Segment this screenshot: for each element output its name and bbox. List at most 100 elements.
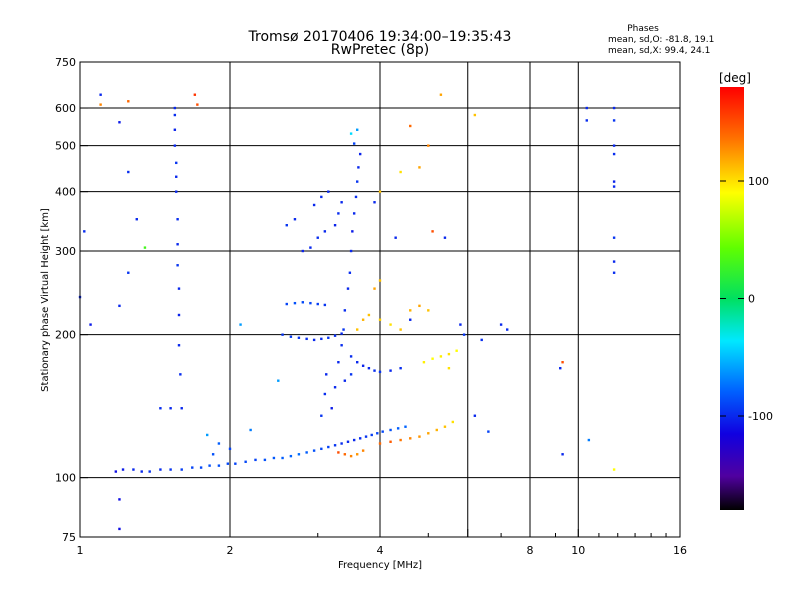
y-tick-label: 600 (55, 102, 76, 115)
data-point (404, 425, 407, 428)
data-point (354, 195, 358, 199)
data-point (361, 449, 365, 452)
data-point (427, 309, 430, 312)
data-point (364, 435, 368, 438)
data-point (349, 249, 353, 253)
y-axis-ticks: 75 100 200 300 400 500 600 750 (55, 56, 88, 544)
data-point (349, 373, 353, 376)
data-point (323, 392, 327, 396)
y-tick-label: 75 (62, 531, 76, 544)
data-point (135, 218, 138, 221)
data-point (612, 144, 616, 147)
y-tick-label: 750 (55, 56, 76, 69)
data-point (373, 369, 376, 372)
data-point (427, 144, 430, 147)
data-point (612, 271, 616, 274)
data-point (378, 318, 382, 321)
data-point (217, 442, 221, 445)
data-point (373, 287, 376, 290)
data-point (394, 236, 397, 239)
chart-title-line-2: RwPretec (8p) (331, 42, 429, 58)
x-tick-label: 8 (527, 544, 534, 557)
data-point (427, 432, 430, 435)
data-point (389, 323, 392, 326)
data-point (612, 119, 616, 122)
data-point (244, 460, 247, 463)
data-point (127, 170, 130, 174)
data-point (228, 447, 232, 451)
data-point (173, 128, 177, 131)
data-point (487, 430, 490, 433)
colorbar-tick-label: 0 (748, 293, 755, 306)
data-point (443, 236, 447, 239)
data-point (148, 470, 151, 473)
data-point (399, 366, 402, 370)
y-tick-label: 500 (55, 140, 76, 153)
data-point (320, 447, 323, 451)
data-point (505, 328, 509, 331)
data-point (480, 338, 483, 342)
data-point (455, 349, 458, 352)
data-point (422, 361, 426, 364)
data-point (193, 93, 197, 96)
data-point (179, 373, 182, 376)
data-point (191, 466, 194, 469)
data-point (169, 468, 172, 471)
data-point (293, 301, 297, 305)
data-point (277, 379, 280, 382)
data-point (323, 230, 327, 233)
data-point (263, 458, 267, 462)
x-tick-label: 10 (571, 544, 585, 557)
data-point (173, 113, 177, 117)
data-point (337, 361, 340, 364)
data-point (587, 438, 591, 442)
data-point (176, 218, 179, 221)
data-point (305, 337, 308, 341)
data-point (327, 445, 330, 449)
data-point (340, 442, 343, 445)
data-point (418, 166, 421, 169)
data-point (409, 309, 412, 312)
data-point (352, 438, 356, 442)
data-point (473, 414, 477, 417)
y-tick-label: 200 (55, 329, 76, 342)
data-point (121, 468, 125, 471)
x-tick-label: 2 (227, 544, 234, 557)
colorbar-tick-label: -100 (748, 410, 773, 423)
data-point (217, 464, 221, 467)
data-point (499, 323, 503, 326)
data-point (281, 333, 284, 336)
data-point (340, 344, 343, 347)
data-point (309, 246, 312, 249)
data-point (612, 468, 616, 471)
colorbar-tick-label: 100 (748, 175, 769, 188)
data-point (389, 369, 392, 372)
data-point (127, 271, 130, 274)
data-point (370, 433, 373, 437)
data-point (297, 336, 301, 339)
data-point (309, 301, 312, 305)
data-point (447, 366, 451, 370)
data-point (281, 456, 284, 460)
data-point (358, 152, 362, 156)
data-point (585, 106, 588, 110)
data-point (447, 352, 451, 356)
data-point (175, 190, 178, 193)
data-point (312, 338, 316, 342)
data-point (357, 166, 360, 169)
data-point (99, 93, 102, 96)
data-point (316, 236, 319, 239)
data-point (343, 453, 347, 456)
data-point (211, 453, 215, 456)
data-point (323, 303, 327, 307)
data-point (340, 332, 343, 335)
data-point (289, 454, 293, 458)
phase-info-o-mode: mean, sd,O: -81.8, 19.1 (608, 35, 714, 45)
data-point (320, 414, 323, 417)
data-points (78, 93, 616, 531)
data-point (337, 212, 340, 215)
data-point (285, 224, 288, 227)
x-tick-label: 4 (377, 544, 384, 557)
data-point (340, 201, 343, 204)
